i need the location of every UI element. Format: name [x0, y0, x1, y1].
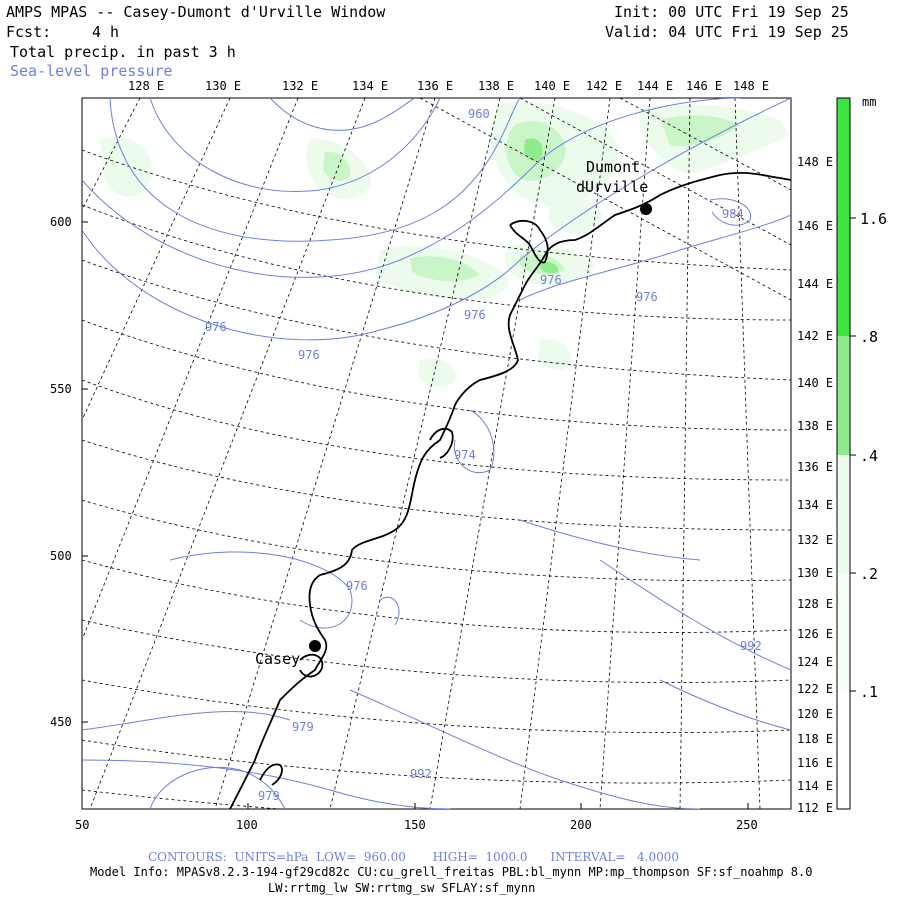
lon-label: 128 E	[128, 79, 164, 93]
lon-label: 144 E	[797, 277, 833, 291]
map-title: AMPS MPAS -- Casey-Dumont d'Urville Wind…	[6, 3, 386, 21]
lon-label: 136 E	[797, 460, 833, 474]
colorbar-segment	[837, 691, 850, 809]
coastline	[229, 172, 791, 809]
colorbar-label: .1	[860, 683, 878, 701]
lon-label: 134 E	[352, 79, 388, 93]
map-frame	[81, 97, 792, 810]
axis-ticks	[81, 221, 749, 809]
lon-label: 120 E	[797, 707, 833, 721]
lon-label: 142 E	[797, 329, 833, 343]
colorbar-segment	[837, 336, 850, 455]
lon-label: 122 E	[797, 682, 833, 696]
colorbar-label: .2	[860, 565, 878, 583]
colorbar-label: 1.6	[860, 210, 887, 228]
contour-label: 960	[468, 107, 490, 121]
x-tick-label: 150	[404, 818, 426, 832]
right-longitude-labels: 148 E 146 E 144 E 142 E 140 E 138 E 136 …	[797, 155, 833, 815]
contour-label: 976	[540, 273, 562, 287]
lon-label: 138 E	[478, 79, 514, 93]
contour-label: 976	[298, 348, 320, 362]
station-dumont-durville: Dumont dUrville	[576, 158, 652, 215]
contour-label: 979	[258, 789, 280, 803]
physics-info: LW:rrtmg_lw SW:rrtmg_sw SFLAY:sf_mynn	[268, 881, 536, 895]
lon-label: 146 E	[686, 79, 722, 93]
contour-label: 984	[722, 207, 744, 221]
lon-label: 136 E	[417, 79, 453, 93]
station-casey: Casey	[255, 640, 321, 668]
station-marker	[309, 640, 321, 652]
station-label-line2: dUrville	[576, 178, 648, 196]
lon-label: 118 E	[797, 732, 833, 746]
colorbar-unit: mm	[862, 95, 876, 109]
colorbar-segment	[837, 455, 850, 573]
y-tick-label: 550	[50, 382, 72, 396]
model-info: Model Info: MPASv8.2.3-194-gf29cd82c CU:…	[90, 865, 813, 879]
lon-label: 146 E	[797, 219, 833, 233]
lon-label: 128 E	[797, 597, 833, 611]
lon-label: 132 E	[797, 533, 833, 547]
forecast-label: Fcst:	[6, 23, 52, 41]
lon-label: 148 E	[797, 155, 833, 169]
lon-label: 148 E	[733, 79, 769, 93]
contour-label: 976	[205, 320, 227, 334]
lon-label: 140 E	[797, 376, 833, 390]
colorbar-segment	[837, 98, 850, 218]
x-tick-label: 50	[75, 818, 89, 832]
lon-label: 112 E	[797, 801, 833, 815]
precipitation-shading	[100, 101, 790, 388]
station-label: Casey	[255, 650, 300, 668]
lon-label: 140 E	[534, 79, 570, 93]
axis-tick-labels: 50 100 150 200 250 600 550 500 450	[50, 215, 758, 832]
contour-label: 992	[410, 767, 432, 781]
lon-label: 126 E	[797, 627, 833, 641]
lon-label: 130 E	[797, 566, 833, 580]
lon-label: 124 E	[797, 655, 833, 669]
y-tick-label: 500	[50, 549, 72, 563]
lon-label: 144 E	[637, 79, 673, 93]
contour-label: 992	[740, 639, 762, 653]
lon-label: 114 E	[797, 779, 833, 793]
contour-label: 976	[464, 308, 486, 322]
lon-label: 130 E	[205, 79, 241, 93]
x-tick-label: 250	[736, 818, 758, 832]
contour-label: 979	[292, 720, 314, 734]
contour-label: 976	[636, 290, 658, 304]
y-tick-label: 600	[50, 215, 72, 229]
overlay-name: Sea-level pressure	[10, 62, 173, 80]
colorbar-segment	[837, 218, 850, 336]
colorbar-segment	[837, 573, 850, 691]
station-label-line1: Dumont	[586, 158, 640, 176]
lon-label: 142 E	[586, 79, 622, 93]
lon-label: 138 E	[797, 419, 833, 433]
lon-label: 132 E	[282, 79, 318, 93]
valid-time: Valid: 04 UTC Fri 19 Sep 25	[605, 23, 849, 41]
colorbar-frame	[836, 97, 851, 810]
y-tick-label: 450	[50, 715, 72, 729]
colorbar: mm 1.6 .8 .4 .2 .1	[836, 95, 887, 810]
colorbar-label: .8	[860, 328, 878, 346]
field-name: Total precip. in past 3 h	[10, 43, 236, 61]
forecast-hour: 4 h	[92, 23, 120, 41]
pressure-contours	[82, 98, 791, 809]
top-longitude-labels: 128 E 130 E 132 E 134 E 136 E 138 E 140 …	[128, 79, 769, 93]
x-tick-label: 200	[570, 818, 592, 832]
x-tick-label: 100	[236, 818, 258, 832]
colorbar-label: .4	[860, 447, 878, 465]
lon-label: 134 E	[797, 498, 833, 512]
contour-label: 976	[346, 579, 368, 593]
contour-labels: 960 976 976 976 976 976 974 976 979 992 …	[205, 107, 762, 803]
contour-info: CONTOURS: UNITS=hPa LOW= 960.00 HIGH= 10…	[148, 850, 679, 864]
lon-label: 116 E	[797, 756, 833, 770]
contour-label: 974	[454, 448, 476, 462]
station-marker	[640, 203, 652, 215]
init-time: Init: 00 UTC Fri 19 Sep 25	[614, 3, 849, 21]
